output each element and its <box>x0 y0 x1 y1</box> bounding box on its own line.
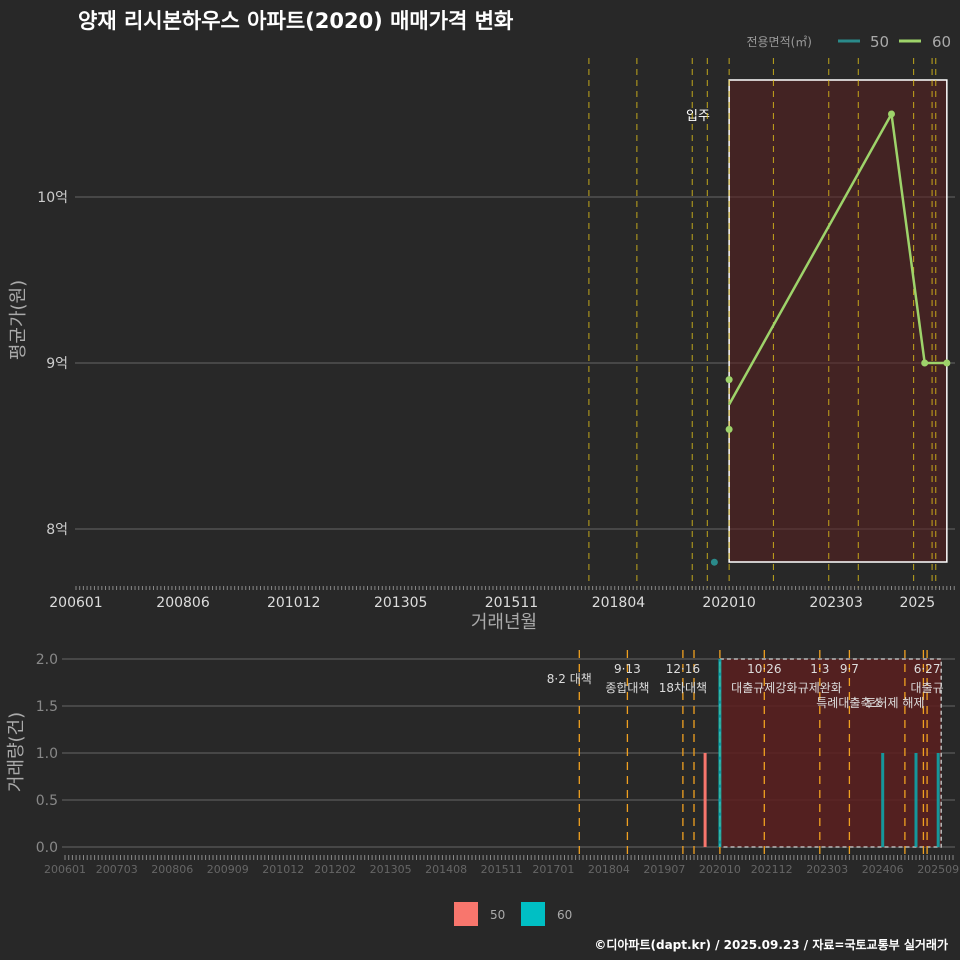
bar-y-tick-label: 2.0 <box>36 652 58 668</box>
bar-50 <box>703 753 707 847</box>
bar-x-tick-label: 201012 <box>262 863 304 876</box>
y-tick-label: 8억 <box>46 522 68 538</box>
event-label: 18차대책 <box>659 680 707 695</box>
series-60-point <box>921 359 929 367</box>
legend-title: 전용면적(㎡) <box>746 35 812 49</box>
x-tick-label: 201012 <box>267 595 320 611</box>
bar-y-tick-label: 1.0 <box>36 746 58 762</box>
y-tick-label: 10억 <box>37 190 68 206</box>
bar-x-tick-label: 201305 <box>370 863 412 876</box>
bar-x-tick-label: 201408 <box>425 863 467 876</box>
x-tick-label: 201305 <box>374 595 427 611</box>
event-label: 종합대책 <box>605 680 649 695</box>
bar-60 <box>881 753 885 847</box>
bar-x-tick-label: 200806 <box>151 863 193 876</box>
bar-60 <box>914 753 918 847</box>
series-60-line <box>728 110 947 406</box>
bar-x-tick-label: 201511 <box>481 863 523 876</box>
y-axis-title: 평균가(원) <box>8 280 29 360</box>
event-date: 9·7 <box>840 662 859 676</box>
bar-x-tick-label: 200909 <box>207 863 249 876</box>
series-60-point <box>725 425 733 433</box>
event-label: 토허제 해제 <box>865 696 924 710</box>
series-60-point <box>943 359 951 367</box>
event-label: 대출규제강화 <box>731 681 797 695</box>
series-60-point <box>725 376 733 384</box>
series-50-point <box>710 558 718 566</box>
bar-60 <box>718 659 722 847</box>
event-date: 9·13 <box>614 662 641 676</box>
bar-legend-label-60: 60 <box>557 908 572 922</box>
bar-y-tick-label: 0.0 <box>36 840 58 856</box>
event-label: 8·2 대책 <box>547 671 592 686</box>
bar-x-tick-label: 201202 <box>314 863 356 876</box>
bar-y-tick-label: 0.5 <box>36 793 58 809</box>
bar-60 <box>936 753 940 847</box>
y-tick-label: 9억 <box>46 356 68 372</box>
bar-legend-key-50 <box>454 902 478 926</box>
x-tick-label: 2025 <box>899 595 935 611</box>
event-label: 대출규 <box>911 681 944 695</box>
bar-legend-key-60 <box>521 902 545 926</box>
x-tick-label: 201804 <box>592 595 646 611</box>
highlight-region <box>728 79 948 563</box>
event-label: 특례대출축소 <box>816 696 882 710</box>
bar-y-axis-title: 거래량(건) <box>6 712 27 792</box>
x-tick-label: 202303 <box>809 595 862 611</box>
bar-x-tick-label: 202112 <box>751 863 793 876</box>
event-date: 6·27 <box>914 662 941 676</box>
x-tick-label: 201511 <box>485 595 538 611</box>
bar-x-tick-label: 200703 <box>96 863 138 876</box>
x-tick-label: 200806 <box>156 595 210 611</box>
event-label: 규제완화 <box>798 681 842 695</box>
x-tick-label: 200601 <box>49 595 102 611</box>
bar-x-tick-label: 200601 <box>44 863 86 876</box>
bar-x-tick-label: 202303 <box>806 863 848 876</box>
legend-label-50: 50 <box>870 33 889 51</box>
chart-title: 양재 리시본하우스 아파트(2020) 매매가격 변화 <box>78 9 514 33</box>
event-date: 1·3 <box>810 662 829 676</box>
bar-x-tick-label: 201907 <box>643 863 685 876</box>
event-date: 12·16 <box>666 662 700 676</box>
series-60-point <box>887 110 895 118</box>
legend-label-60: 60 <box>932 33 951 51</box>
x-axis-title: 거래년월 <box>471 612 537 633</box>
annotation-move-in: 입주 <box>686 109 710 124</box>
footer-credit: ©디아파트(dapt.kr) / 2025.09.23 / 자료=국토교통부 실… <box>594 937 948 952</box>
bar-x-tick-label: 201701 <box>532 863 574 876</box>
x-tick-label: 202010 <box>702 595 755 611</box>
bar-x-tick-label: 202509 <box>917 863 959 876</box>
bar-legend-label-50: 50 <box>490 908 505 922</box>
event-date: 10·26 <box>747 662 781 676</box>
bar-x-tick-label: 202010 <box>699 863 741 876</box>
bar-y-tick-label: 1.5 <box>36 699 58 715</box>
bar-x-tick-label: 202406 <box>862 863 904 876</box>
bar-x-tick-label: 201804 <box>588 863 630 876</box>
